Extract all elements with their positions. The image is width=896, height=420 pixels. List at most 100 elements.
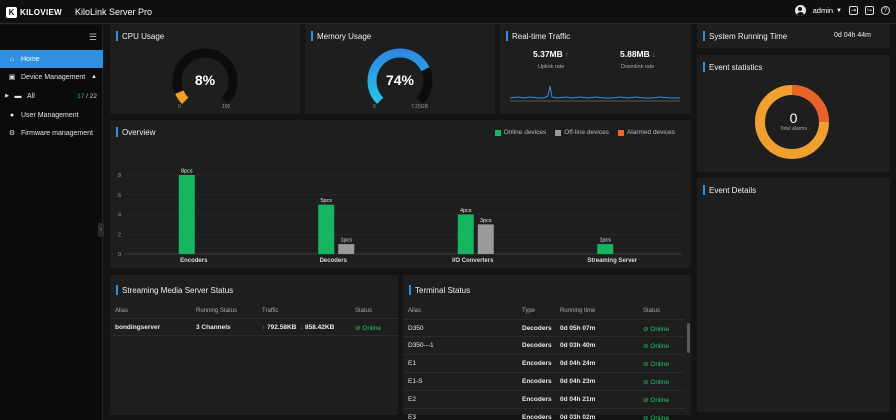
user-avatar-icon[interactable] xyxy=(794,5,806,16)
legend-online[interactable]: Online devices xyxy=(494,129,546,136)
sidebar: ☰ ⌂ Home ▣ Device Management ▲ ▶ ▬ All 1… xyxy=(0,25,103,420)
sidebar-item-user-management[interactable]: ● User Management xyxy=(0,106,103,124)
arrow-up-icon: ↑ xyxy=(262,324,266,331)
sidebar-toggle-handle[interactable]: › xyxy=(98,223,104,237)
legend-swatch xyxy=(494,129,501,136)
table-row[interactable]: D350---1 Decoders 0d 03h 40m ⊘ Online xyxy=(403,337,685,355)
alias-cell: D350---1 xyxy=(408,342,434,349)
cpu-value: 8% xyxy=(194,72,216,88)
table-row[interactable]: E2 Encoders 0d 04h 21m ⊘ Online xyxy=(403,391,685,409)
bar-online-devices-decoders[interactable] xyxy=(318,204,335,254)
bar-value-label: 1pcs xyxy=(340,238,352,244)
sidebar-item-label: Device Management xyxy=(21,73,86,81)
legend-swatch xyxy=(555,129,562,136)
type-cell: Encoders xyxy=(522,414,552,420)
y-tick-label: 4 xyxy=(118,213,121,219)
uplink-label: Uplink rate xyxy=(538,64,565,70)
column-header: Status xyxy=(643,308,661,314)
y-tick-label: 2 xyxy=(118,232,121,238)
check-circle-icon: ⊘ xyxy=(643,361,651,368)
logout-icon[interactable]: ↪ xyxy=(865,6,874,15)
status-cell: ⊘ Online xyxy=(355,325,382,332)
home-icon: ⌂ xyxy=(9,55,15,63)
column-header: Alias xyxy=(408,308,422,314)
status-cell: ⊘ Online xyxy=(643,378,669,386)
help-icon[interactable]: ? xyxy=(881,6,890,15)
legend-offline[interactable]: Off-line devices xyxy=(555,129,609,136)
collapse-menu-icon[interactable]: ☰ xyxy=(88,32,97,42)
alias-cell: bondingserver xyxy=(115,324,161,331)
system-running-time-value: 0d 04h 44m xyxy=(834,32,871,39)
bar-value-label: 1pcs xyxy=(599,238,611,244)
bar-online-devices-encoders[interactable] xyxy=(178,175,195,254)
status-cell: ⊘ Online xyxy=(643,342,669,350)
bar-value-label: 3pcs xyxy=(480,218,492,224)
bar-online-devices-streaming-server[interactable] xyxy=(597,244,614,254)
column-header: Type xyxy=(522,308,536,314)
chevron-up-icon: ▲ xyxy=(91,74,97,80)
table-row[interactable]: E1-S Encoders 0d 04h 23m ⊘ Online xyxy=(403,373,685,391)
sidebar-item-device-management[interactable]: ▣ Device Management ▲ xyxy=(0,68,103,86)
bar-online-devices-i-o-converters[interactable] xyxy=(457,214,474,255)
status-text: Online xyxy=(650,379,670,386)
event-statistics-panel: Event statistics 0 Total alarms xyxy=(697,55,890,172)
sidebar-item-label: Home xyxy=(21,55,40,63)
brand-name: KILOVIEW xyxy=(20,7,62,17)
arrow-down-icon: ↓ xyxy=(652,52,656,59)
column-header: Running time xyxy=(560,308,596,314)
table-row[interactable]: E1 Encoders 0d 04h 24m ⊘ Online xyxy=(403,355,685,373)
running-time-cell: 0d 04h 24m xyxy=(560,360,596,367)
memory-max: 7.25GB xyxy=(411,104,428,110)
alias-cell: E2 xyxy=(408,396,416,403)
type-cell: Encoders xyxy=(522,396,552,403)
bar-value-label: 5pcs xyxy=(320,198,332,204)
user-icon: ● xyxy=(9,111,15,119)
chevron-down-icon[interactable]: ▼ xyxy=(836,7,842,14)
traffic-cell: ↑ 792.58KB ↓ 858.42KB xyxy=(262,324,335,331)
x-category-label: I/O Converters xyxy=(452,258,494,264)
table-row[interactable]: D350 Decoders 0d 05h 07m ⊘ Online xyxy=(403,319,685,337)
x-category-label: Encoders xyxy=(180,258,208,264)
export-icon[interactable]: ⇥ xyxy=(849,6,858,15)
top-bar: K KILOVIEW KiloLink Server Pro admin ▼ ⇥… xyxy=(0,0,896,24)
table-row[interactable]: E3 Encoders 0d 03h 02m ⊘ Online xyxy=(403,409,685,420)
status-text: Online xyxy=(650,326,670,333)
y-tick-label: 8 xyxy=(118,173,121,179)
table-row[interactable]: bondingserver 3 Channels ↑ 792.58KB ↓ 85… xyxy=(110,318,398,336)
streaming-server-status-panel: Streaming Media Server Status Alias Runn… xyxy=(110,275,398,415)
bar-off-line-devices-decoders[interactable] xyxy=(338,244,355,254)
panel-title: CPU Usage xyxy=(116,31,164,41)
bar-off-line-devices-i-o-converters[interactable] xyxy=(477,224,494,254)
column-header: Running Status xyxy=(196,308,238,314)
panel-title: Event statistics xyxy=(703,62,762,72)
panel-title: Streaming Media Server Status xyxy=(116,285,233,295)
panel-title: Terminal Status xyxy=(409,285,470,295)
user-menu[interactable]: admin xyxy=(812,6,834,15)
legend-swatch xyxy=(617,129,624,136)
status-text: Online xyxy=(650,415,670,420)
memory-value: 74% xyxy=(385,72,415,88)
alias-cell: E1 xyxy=(408,360,416,367)
column-header: Alias xyxy=(115,308,129,314)
type-cell: Decoders xyxy=(522,342,552,349)
bar-value-label: 4pcs xyxy=(460,208,472,214)
status-cell: ⊘ Online xyxy=(643,396,669,404)
running-time-cell: 0d 03h 02m xyxy=(560,414,596,420)
sidebar-item-home[interactable]: ⌂ Home xyxy=(0,50,103,68)
arrow-down-icon: ↓ xyxy=(299,324,304,331)
overview-bar-chart: 0 2 4 6 8 8pcs Encoders 5pcs 1pcs Decoders 4pcs 3pc… xyxy=(118,169,682,264)
cpu-max: 100 xyxy=(222,104,231,110)
table-scrollbar[interactable] xyxy=(687,323,690,353)
status-cell: ⊘ Online xyxy=(643,414,669,420)
sidebar-item-firmware-management[interactable]: ⚙ Firmware management xyxy=(0,124,103,142)
caret-right-icon: ▶ xyxy=(5,93,9,99)
downlink-label: Downlink rate xyxy=(621,64,655,70)
legend-alarmed[interactable]: Alarmed devices xyxy=(617,129,675,136)
status-cell: ⊘ Online xyxy=(643,325,669,333)
status-text: Online xyxy=(650,361,670,368)
check-circle-icon: ⊘ xyxy=(355,325,361,332)
downlink-value: 5.88MB ↓ xyxy=(620,49,656,59)
status-text: Online xyxy=(650,343,670,350)
sidebar-item-all[interactable]: ▶ ▬ All 17 / 22 xyxy=(0,87,103,105)
status-cell: ⊘ Online xyxy=(643,360,669,368)
